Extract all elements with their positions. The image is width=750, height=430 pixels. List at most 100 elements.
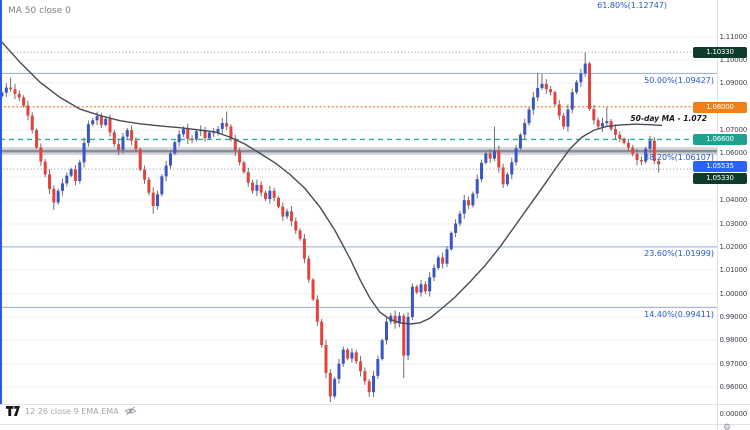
- price-axis-separator[interactable]: [717, 0, 718, 430]
- candle-body: [544, 83, 548, 90]
- candle-body: [372, 375, 376, 393]
- candle-body: [143, 169, 147, 180]
- candle-body: [510, 162, 514, 175]
- candle-body: [488, 153, 492, 159]
- fib-label[interactable]: 38.20%(1.06107): [644, 153, 714, 163]
- candle-body: [216, 128, 220, 133]
- candle-body: [48, 174, 52, 189]
- macd-indicator-row: 12 26 close 9 EMA EMA: [6, 406, 137, 416]
- candle-body: [86, 124, 90, 143]
- candle-body: [609, 121, 613, 129]
- candle-body: [588, 63, 592, 110]
- candle-body: [562, 115, 566, 127]
- candle-body: [648, 140, 652, 149]
- price-badge[interactable]: 1.05535: [693, 160, 747, 172]
- candle-body: [458, 213, 462, 224]
- tradingview-logo[interactable]: [6, 406, 20, 416]
- macd-params-label[interactable]: 12 26 close 9 EMA EMA: [25, 406, 119, 416]
- price-tick-label: 1.01000: [719, 266, 747, 275]
- candle-body: [402, 315, 406, 356]
- candle-body: [151, 192, 155, 206]
- ma-50-line[interactable]: [0, 39, 663, 325]
- fib-label[interactable]: 14.40%(0.99411): [644, 309, 714, 319]
- candle-body: [164, 165, 168, 177]
- candle-body: [112, 132, 116, 145]
- candle-body: [302, 238, 306, 259]
- price-pane[interactable]: [0, 0, 717, 404]
- candle-body: [354, 352, 358, 362]
- candle-body: [268, 190, 272, 199]
- eye-off-icon[interactable]: [124, 406, 137, 416]
- fib-label[interactable]: 61.80%(1.12747): [597, 1, 667, 10]
- candle-body: [69, 169, 73, 176]
- candle-body: [147, 179, 151, 193]
- candle-body: [376, 359, 380, 376]
- pane-separator-top[interactable]: [0, 404, 750, 405]
- candle-body: [583, 63, 587, 74]
- candle-body: [652, 140, 656, 161]
- price-badge[interactable]: 1.08000: [693, 101, 747, 113]
- candle-body: [117, 144, 121, 150]
- candle-body: [341, 349, 345, 364]
- price-tick-label: 1.06000: [719, 149, 747, 158]
- candle-body: [315, 299, 319, 322]
- candle-body: [138, 149, 142, 170]
- fib-label[interactable]: 23.60%(1.01999): [644, 249, 714, 259]
- ma-indicator-label[interactable]: MA 50 close 0: [8, 6, 71, 16]
- candle-body: [631, 147, 635, 154]
- candle-body: [190, 138, 194, 140]
- candle-body: [311, 279, 315, 300]
- candle-body: [540, 83, 544, 89]
- candle-body: [449, 232, 453, 250]
- candle-body: [22, 97, 26, 106]
- candle-body: [613, 128, 617, 135]
- candle-body: [78, 162, 82, 182]
- price-tick-label: 1.03000: [719, 219, 747, 228]
- candle-body: [56, 190, 60, 203]
- candle-body: [298, 230, 302, 239]
- candle-body: [445, 249, 449, 264]
- candle-body: [229, 126, 233, 140]
- candle-body: [203, 130, 207, 139]
- candle-body: [173, 142, 177, 154]
- pane-separator-bottom[interactable]: [0, 424, 750, 425]
- candle-body: [359, 361, 363, 372]
- candle-body: [480, 162, 484, 180]
- candle-body: [30, 115, 34, 131]
- candle-body: [415, 286, 419, 293]
- candle-body: [484, 153, 488, 163]
- candle-body: [125, 130, 129, 137]
- candle-body: [467, 200, 471, 206]
- candle-body: [410, 286, 414, 317]
- price-tick-label: 1.07000: [719, 126, 747, 135]
- price-badge[interactable]: 1.06600: [693, 133, 747, 145]
- candle-body: [52, 188, 56, 203]
- candle-body: [570, 92, 574, 110]
- candle-body: [108, 118, 112, 133]
- candle-body: [233, 139, 237, 152]
- candle-body: [91, 120, 95, 125]
- price-tick-label: 1.00000: [719, 289, 747, 298]
- candle-body: [259, 184, 263, 193]
- candle-body: [492, 150, 496, 159]
- candle-body: [60, 183, 64, 191]
- gear-icon[interactable]: ⚙: [723, 423, 732, 430]
- candle-body: [657, 160, 661, 165]
- price-badge[interactable]: 1.10330: [693, 46, 747, 58]
- candle-body: [95, 116, 99, 121]
- candle-body: [328, 373, 332, 397]
- fib-label[interactable]: 50.00%(1.09427): [644, 75, 714, 85]
- candle-body: [251, 182, 255, 191]
- price-badge[interactable]: 1.05330: [693, 172, 747, 184]
- price-tick-label: 1.09000: [719, 79, 747, 88]
- candle-body: [225, 123, 229, 127]
- candle-body: [549, 89, 553, 93]
- price-tick-label: 0.96000: [719, 383, 747, 392]
- candle-body: [454, 223, 458, 233]
- candle-body: [406, 316, 410, 356]
- candle-body: [380, 340, 384, 360]
- candle-body: [518, 134, 522, 149]
- candle-body: [324, 344, 328, 374]
